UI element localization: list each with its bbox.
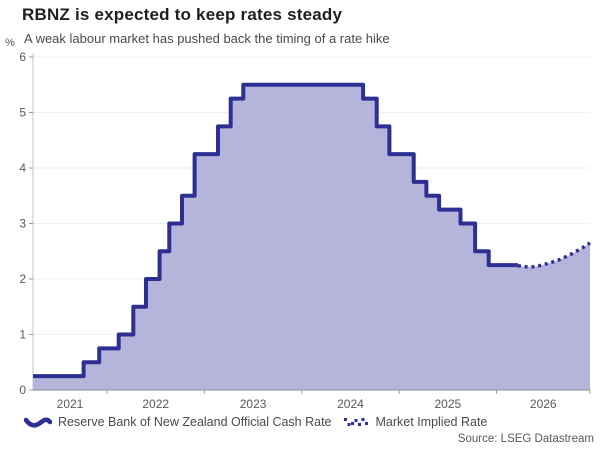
x-tick-label: 2021 [57, 397, 84, 411]
x-tick-label: 2024 [337, 397, 364, 411]
y-tick-label: 2 [19, 272, 26, 286]
y-tick-label: 0 [19, 383, 26, 397]
chart-subtitle: A weak labour market has pushed back the… [24, 31, 390, 46]
y-tick-label: 4 [19, 161, 26, 175]
legend-item-market-implied: Market Implied Rate [343, 415, 488, 429]
source-note: Source: LSEG Datastream [457, 433, 594, 445]
market-implied-rate-line [517, 241, 591, 269]
area-fill [33, 84, 590, 391]
x-tick-label: 2023 [240, 397, 267, 411]
legend-item-official-cash-rate: Reserve Bank of New Zealand Official Cas… [24, 415, 332, 429]
y-tick-label: 6 [19, 50, 26, 64]
official-cash-rate-line [33, 82, 518, 379]
x-tick-label: 2025 [434, 397, 461, 411]
solid-wave-line-icon [24, 417, 52, 428]
y-axis-unit-label: % [5, 37, 15, 49]
dotted-wave-line-icon [343, 418, 368, 426]
x-tick-label: 2022 [142, 397, 169, 411]
legend-label-market-implied: Market Implied Rate [375, 415, 488, 429]
y-tick-label: 1 [19, 328, 26, 342]
y-tick-label: 5 [19, 106, 26, 120]
legend-label-official-cash-rate: Reserve Bank of New Zealand Official Cas… [58, 415, 332, 429]
y-tick-label: 3 [19, 217, 26, 231]
chart-legend: Reserve Bank of New Zealand Official Cas… [24, 415, 498, 429]
page-title: RBNZ is expected to keep rates steady [22, 5, 343, 24]
x-tick-label: 2026 [530, 397, 557, 411]
